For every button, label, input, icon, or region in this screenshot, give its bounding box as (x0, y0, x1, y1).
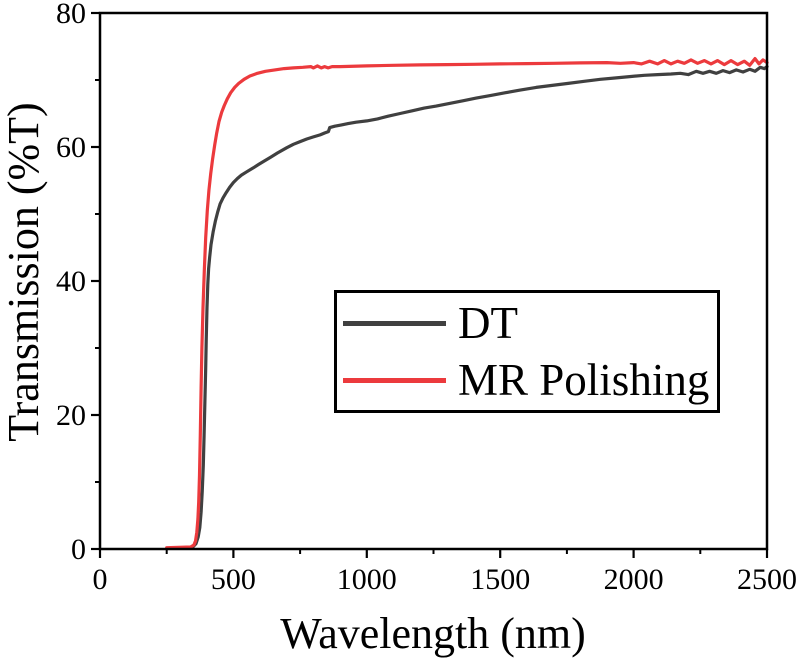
axis-ticks (91, 11, 769, 558)
y-tick-label: 0 (71, 533, 86, 566)
axis-tick-labels: 0 500 1000 1500 2000 2500 0 20 40 60 80 (56, 0, 797, 596)
series-line-mr-polishing (165, 56, 769, 550)
x-tick-label: 500 (211, 563, 256, 596)
legend-line-dt (343, 320, 446, 326)
x-tick-label: 2000 (604, 563, 664, 596)
x-axis-title: Wavelength (nm) (280, 609, 586, 658)
series-line-dt (171, 64, 769, 550)
y-tick-label: 40 (56, 265, 86, 298)
x-tick-label: 1500 (470, 563, 530, 596)
x-tick-label: 0 (93, 563, 108, 596)
y-axis-title: Transmission (%T) (0, 102, 48, 441)
legend: DT MR Polishing (334, 290, 720, 413)
x-tick-label: 1000 (337, 563, 397, 596)
legend-line-mr-polishing (343, 377, 446, 383)
legend-entry-mr-polishing: MR Polishing (337, 353, 717, 407)
legend-label-dt: DT (458, 297, 518, 348)
series-lines (165, 56, 769, 550)
y-tick-label: 80 (56, 0, 86, 30)
legend-entry-dt: DT (337, 296, 717, 350)
x-tick-label: 2500 (737, 563, 797, 596)
legend-label-mr-polishing: MR Polishing (458, 354, 710, 405)
y-tick-label: 60 (56, 131, 86, 164)
y-tick-label: 20 (56, 399, 86, 432)
